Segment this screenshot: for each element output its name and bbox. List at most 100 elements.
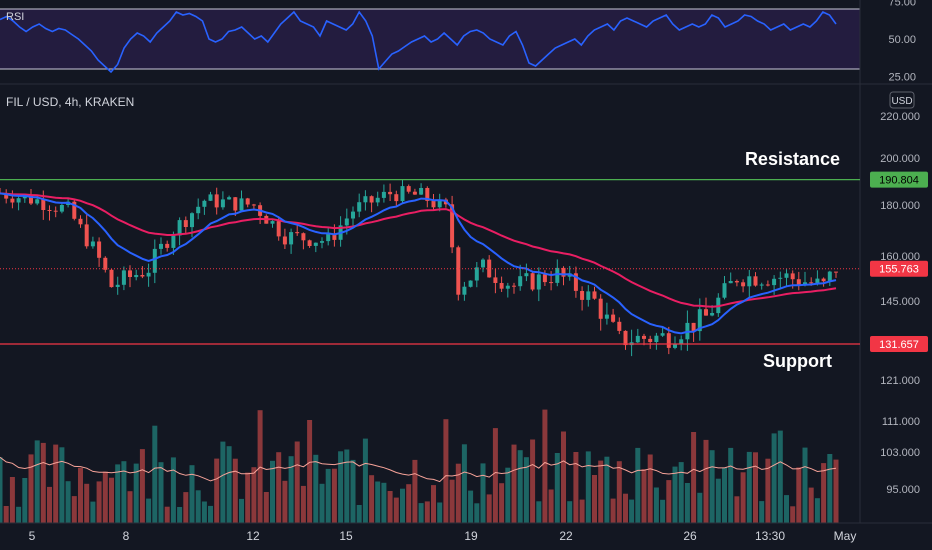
candle-body: [778, 277, 783, 279]
volume-bar: [709, 450, 715, 523]
volume-bar: [313, 454, 319, 523]
candle-body: [35, 199, 40, 204]
candle-body: [307, 240, 312, 246]
volume-bar: [598, 460, 604, 523]
currency-badge[interactable]: [889, 91, 915, 109]
candle-body: [654, 335, 659, 342]
volume-bar: [84, 483, 90, 523]
volume-bar: [461, 444, 467, 523]
time-tick-label: 26: [683, 529, 697, 543]
current-price-tag-label: 155.763: [879, 264, 919, 276]
candle-body: [821, 278, 826, 282]
candle-body: [753, 276, 758, 286]
price-tick-label: 200.000: [880, 153, 920, 165]
volume-bar: [208, 505, 213, 523]
candle-body: [4, 193, 9, 199]
volume-bar: [746, 451, 752, 523]
candle-body: [592, 291, 597, 299]
candle-body: [313, 242, 318, 246]
candle-body: [549, 282, 554, 284]
time-tick-label: 12: [246, 529, 260, 543]
volume-bar: [71, 496, 77, 523]
candle-body: [270, 221, 275, 224]
volume-bar: [777, 430, 783, 523]
candle-body: [388, 191, 393, 195]
volume-bar: [635, 447, 641, 523]
candle-body: [573, 273, 578, 291]
rsi-tick-label: 25.00: [888, 72, 916, 84]
candle-body: [84, 224, 89, 247]
price-pane[interactable]: FIL / USD, 4h, KRAKEN USD Resistance Sup…: [0, 91, 928, 523]
volume-bar: [437, 502, 443, 523]
candle-body: [437, 199, 442, 208]
resistance-annotation[interactable]: Resistance: [745, 149, 840, 169]
volume-bar: [814, 498, 820, 523]
ema-fast-line: [0, 192, 837, 335]
candle-body: [208, 194, 213, 201]
candle-body: [239, 198, 244, 211]
volume-bar: [331, 468, 337, 523]
candle-body: [326, 233, 331, 242]
volume-bar: [511, 444, 517, 523]
candle-body: [673, 344, 677, 348]
candlestick-series: [0, 179, 838, 357]
volume-bar: [350, 459, 356, 523]
volume-bar: [647, 454, 653, 523]
volume-bar: [517, 450, 523, 523]
volume-bar: [796, 467, 802, 523]
volume-bar: [16, 506, 22, 523]
candle-body: [759, 284, 764, 286]
candle-body: [171, 235, 176, 248]
volume-bar: [790, 506, 796, 523]
candle-body: [121, 270, 126, 285]
volume-bar: [412, 459, 418, 523]
candle-body: [183, 220, 188, 227]
candle-body: [827, 271, 832, 282]
volume-bar: [474, 503, 480, 523]
support-annotation[interactable]: Support: [763, 351, 832, 371]
volume-bar: [9, 477, 15, 523]
volume-histogram: [0, 409, 839, 523]
candle-body: [10, 198, 15, 203]
candle-body: [140, 275, 145, 277]
rsi-band-fill: [0, 9, 860, 69]
candle-body: [834, 271, 838, 273]
volume-bar: [548, 489, 554, 523]
volume-bar: [561, 431, 566, 523]
candle-body: [233, 197, 238, 211]
candle-body: [741, 282, 746, 287]
candle-body: [412, 191, 417, 195]
volume-bar: [344, 449, 350, 523]
candle-body: [456, 247, 461, 295]
price-tick-label: 103.000: [880, 447, 920, 459]
volume-bar: [263, 492, 269, 523]
symbol-title: FIL / USD, 4h, KRAKEN: [6, 95, 134, 109]
volume-bar: [691, 432, 697, 523]
candle-body: [796, 279, 801, 286]
volume-bar: [220, 441, 226, 523]
volume-bar: [325, 468, 331, 523]
candle-body: [78, 218, 83, 225]
volume-bar: [22, 478, 28, 523]
candle-body: [784, 273, 789, 278]
candle-body: [289, 232, 294, 245]
volume-bar: [226, 446, 232, 523]
candle-body: [580, 291, 585, 300]
time-axis: 5 8 12 15 19 22 26 13:30 May: [29, 529, 857, 543]
volume-bar: [177, 507, 183, 523]
volume-bar: [65, 481, 71, 523]
volume-bar: [554, 453, 560, 523]
volume-bar: [672, 466, 678, 523]
volume-bar: [536, 501, 542, 523]
ema-slow-line: [0, 192, 837, 308]
rsi-pane[interactable]: RSI 75.00 50.00 25.00: [0, 0, 916, 84]
volume-bar: [678, 462, 684, 523]
candle-body: [512, 285, 516, 287]
candle-body: [481, 259, 485, 268]
candle-body: [524, 273, 529, 277]
candle-body: [431, 201, 436, 208]
candle-body: [666, 333, 671, 348]
volume-bar: [610, 498, 616, 523]
candle-body: [344, 218, 349, 226]
